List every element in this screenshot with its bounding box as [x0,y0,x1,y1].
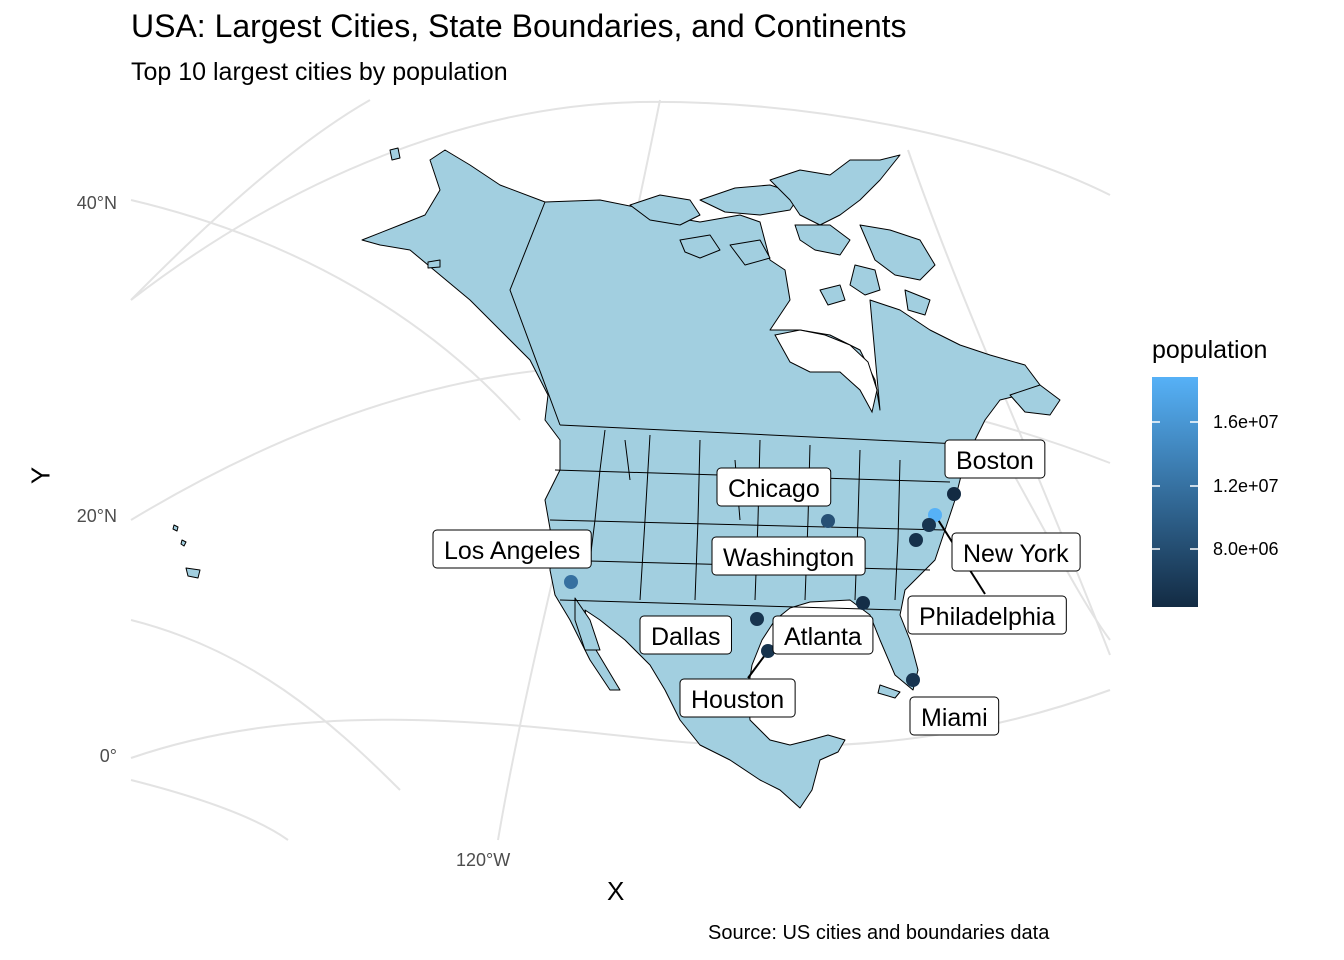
city-label-text-boston: Boston [956,447,1034,475]
city-label-box-boston [944,439,1046,479]
city-label-atlanta: Atlanta [772,615,874,655]
city-label-houston: Houston [679,678,796,718]
lon-label-120w: 120°W [456,850,511,870]
legend-colorbar [1152,377,1198,607]
city-label-box-philadelphia [907,595,1067,635]
city-label-box-atlanta [772,615,874,655]
city-point-atlanta [856,596,870,610]
city-label-box-dallas [639,615,732,655]
north-america-landmass [172,147,1061,809]
city-label-text-miami: Miami [921,704,988,732]
caption: Source: US cities and boundaries data [708,922,1050,944]
city-label-text-los-angeles: Los Angeles [444,537,580,565]
city-point-washington [909,533,923,547]
city-label-box-los-angeles [432,529,592,569]
city-point-houston [761,644,775,658]
city-label-text-philadelphia: Philadelphia [919,603,1055,631]
city-label-text-new-york: New York [963,540,1069,568]
city-label-new-york: New York [951,532,1081,572]
city-point-boston [947,487,961,501]
city-point-miami [906,673,920,687]
city-label-boston: Boston [944,439,1046,479]
city-label-text-washington: Washington [723,544,854,572]
city-label-box-washington [711,536,866,576]
legend-tick-1: 1.6e+07 [1213,412,1279,432]
city-point-los-angeles [564,575,578,589]
city-label-box-chicago [716,467,832,507]
lat-label-40n: 40°N [76,193,117,213]
lat-label-20n: 20°N [76,506,117,526]
chart-title: USA: Largest Cities, State Boundaries, a… [131,8,907,44]
city-label-chicago: Chicago [716,467,832,507]
city-label-text-dallas: Dallas [651,623,720,651]
city-label-box-new-york [951,532,1081,572]
city-point-chicago [821,514,835,528]
legend-title: population [1152,336,1268,364]
city-label-box-miami [909,696,1000,736]
lat-label-0: 0° [99,746,117,766]
city-label-miami: Miami [909,696,1000,736]
city-label-box-houston [679,678,796,718]
legend-tick-2: 1.2e+07 [1213,476,1279,496]
x-axis-label: X [607,876,625,906]
chart-subtitle: Top 10 largest cities by population [131,58,508,86]
city-point-philadelphia [922,518,936,532]
city-label-philadelphia: Philadelphia [907,595,1067,635]
city-label-text-houston: Houston [691,686,784,714]
legend-tick-3: 8.0e+06 [1213,539,1279,559]
city-label-washington: Washington [711,536,866,576]
city-label-los-angeles: Los Angeles [432,529,592,569]
city-point-dallas [750,612,764,626]
city-label-dallas: Dallas [639,615,732,655]
hudson-bay [774,329,878,414]
city-label-text-chicago: Chicago [728,475,820,503]
city-label-text-atlanta: Atlanta [784,623,862,651]
